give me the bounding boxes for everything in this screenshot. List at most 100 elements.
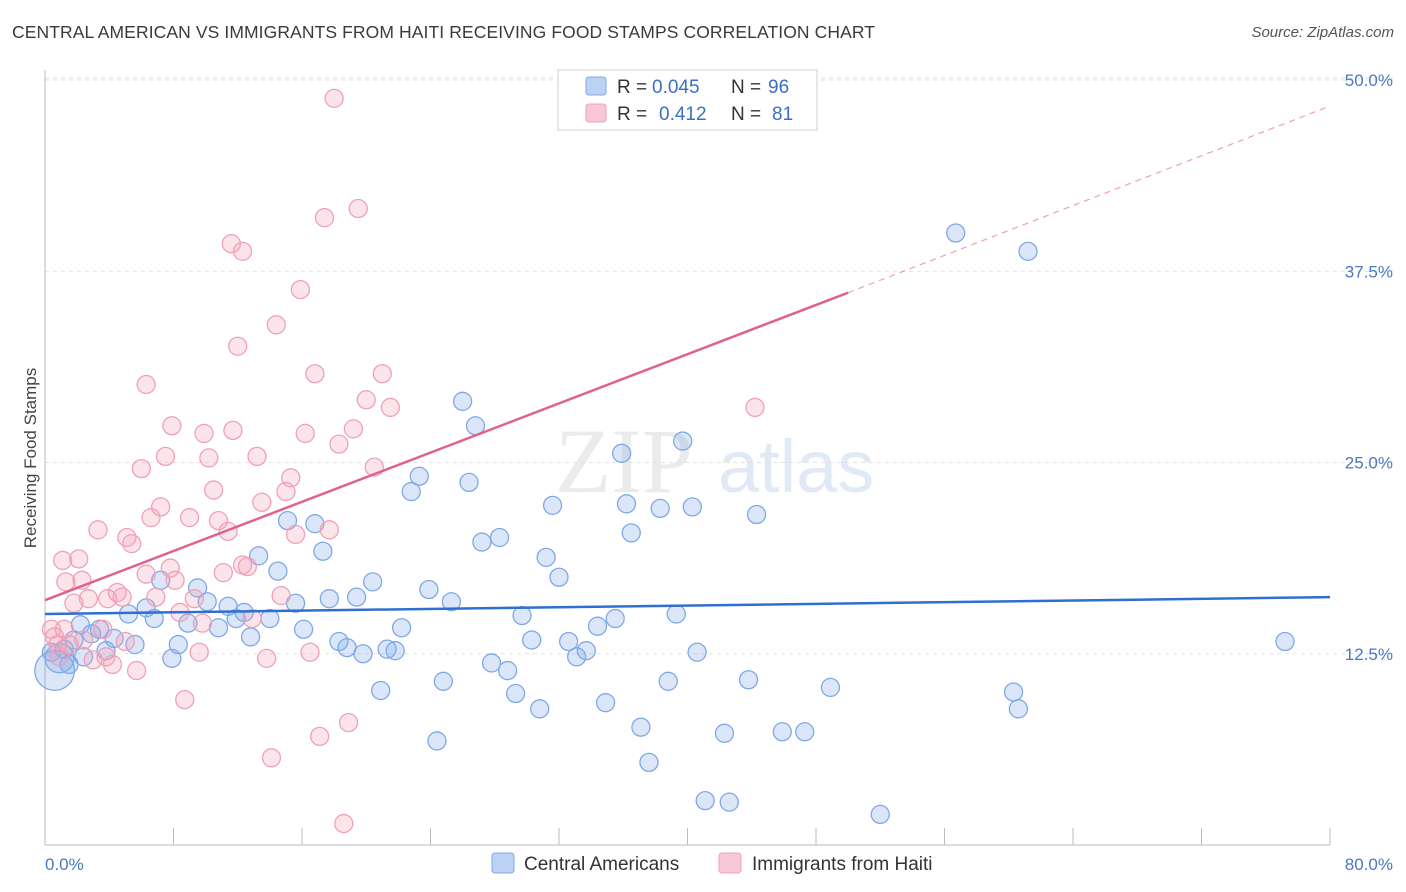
point-central-americans xyxy=(772,722,792,742)
point-central-americans xyxy=(536,547,556,568)
point-central-americans xyxy=(1003,682,1024,702)
point-haiti xyxy=(122,533,142,554)
x-tick-label-max: 80.0% xyxy=(1345,855,1393,874)
point-central-americans xyxy=(409,466,429,486)
point-haiti xyxy=(175,690,195,710)
series-haiti-points xyxy=(41,88,765,834)
point-haiti xyxy=(162,416,182,436)
point-haiti xyxy=(131,458,152,479)
y-tick-label: 25.0% xyxy=(1345,454,1393,473)
point-central-americans xyxy=(530,699,550,719)
point-haiti xyxy=(208,510,229,531)
point-haiti xyxy=(146,587,166,607)
point-haiti xyxy=(97,589,118,609)
point-central-americans xyxy=(377,639,397,659)
point-haiti xyxy=(338,712,359,733)
point-central-americans xyxy=(595,693,616,713)
watermark-atlas: atlas xyxy=(718,425,874,508)
point-central-americans xyxy=(313,541,333,561)
point-haiti xyxy=(300,642,320,662)
legend-bottom-swatch-blue xyxy=(491,852,515,874)
point-central-americans xyxy=(319,589,339,609)
point-central-americans xyxy=(441,592,462,612)
point-haiti xyxy=(356,390,376,410)
point-central-americans xyxy=(946,223,966,243)
point-central-americans xyxy=(587,616,608,636)
point-central-americans xyxy=(391,618,412,638)
legend-bottom-swatch-pink xyxy=(718,852,742,874)
point-haiti xyxy=(93,619,113,639)
point-haiti xyxy=(136,564,156,584)
point-central-americans xyxy=(870,804,890,825)
legend-swatch-blue xyxy=(585,76,607,96)
point-central-americans xyxy=(611,443,632,463)
point-haiti xyxy=(189,642,209,662)
point-haiti xyxy=(155,446,176,467)
point-haiti xyxy=(69,549,89,569)
point-central-americans xyxy=(268,561,288,581)
point-central-americans xyxy=(714,723,735,743)
legend-bottom-label-haiti: Immigrants from Haiti xyxy=(752,854,933,875)
legend-r-value-2: 0.412 xyxy=(659,104,707,125)
point-haiti xyxy=(115,631,135,652)
trend-line-haiti-extension xyxy=(847,105,1331,294)
point-haiti xyxy=(64,593,84,613)
point-haiti xyxy=(53,550,73,571)
point-central-americans xyxy=(639,752,659,773)
point-central-americans xyxy=(719,792,739,812)
legend-top: R = 0.045 N = 96 R = 0.412 N = 81 xyxy=(557,69,818,131)
point-haiti xyxy=(232,241,253,262)
point-haiti xyxy=(324,88,344,109)
point-haiti xyxy=(305,364,325,384)
trend-line-haiti xyxy=(44,291,849,602)
point-haiti xyxy=(223,420,243,441)
y-tick-label: 50.0% xyxy=(1345,71,1393,90)
point-central-americans xyxy=(666,604,686,624)
point-central-americans xyxy=(795,722,815,742)
legend-n-label-1: N = xyxy=(731,77,761,98)
point-haiti xyxy=(73,630,94,650)
point-central-americans xyxy=(616,494,637,514)
point-haiti xyxy=(329,434,349,454)
x-ticks xyxy=(44,828,1331,845)
point-central-americans xyxy=(293,619,314,639)
point-haiti xyxy=(232,555,253,575)
point-central-americans xyxy=(427,731,447,751)
point-haiti xyxy=(59,634,79,655)
point-haiti xyxy=(179,507,200,528)
point-central-americans xyxy=(187,578,208,598)
point-central-americans xyxy=(673,431,693,451)
point-haiti xyxy=(242,608,262,629)
point-haiti xyxy=(319,520,339,540)
point-central-americans xyxy=(240,627,261,647)
point-haiti xyxy=(126,660,147,681)
point-haiti xyxy=(314,208,335,228)
point-central-americans xyxy=(738,670,759,690)
point-central-americans xyxy=(401,481,421,502)
point-central-americans xyxy=(512,605,532,626)
point-central-americans xyxy=(522,630,542,650)
point-haiti xyxy=(281,468,301,488)
point-central-americans xyxy=(208,618,229,638)
point-central-americans xyxy=(178,613,198,633)
point-central-americans xyxy=(481,653,502,673)
legend-n-value-2: 81 xyxy=(772,104,793,125)
point-central-americans xyxy=(452,391,473,411)
point-haiti xyxy=(160,558,180,578)
y-axis-label: Receiving Food Stamps xyxy=(21,368,40,548)
point-haiti xyxy=(257,648,277,668)
point-haiti xyxy=(228,336,248,356)
point-central-americans xyxy=(1018,241,1038,262)
watermark: ZIP atlas xyxy=(555,410,874,512)
point-haiti xyxy=(204,480,224,500)
point-haiti xyxy=(88,520,108,540)
point-central-americans xyxy=(621,523,641,543)
point-central-americans xyxy=(650,498,670,519)
trend-lines xyxy=(44,105,1331,616)
point-haiti xyxy=(141,507,161,528)
chart-title: CENTRAL AMERICAN VS IMMIGRANTS FROM HAIT… xyxy=(12,22,876,42)
point-haiti xyxy=(96,647,116,667)
trend-line-central-americans xyxy=(44,595,1331,616)
point-central-americans xyxy=(497,660,518,681)
